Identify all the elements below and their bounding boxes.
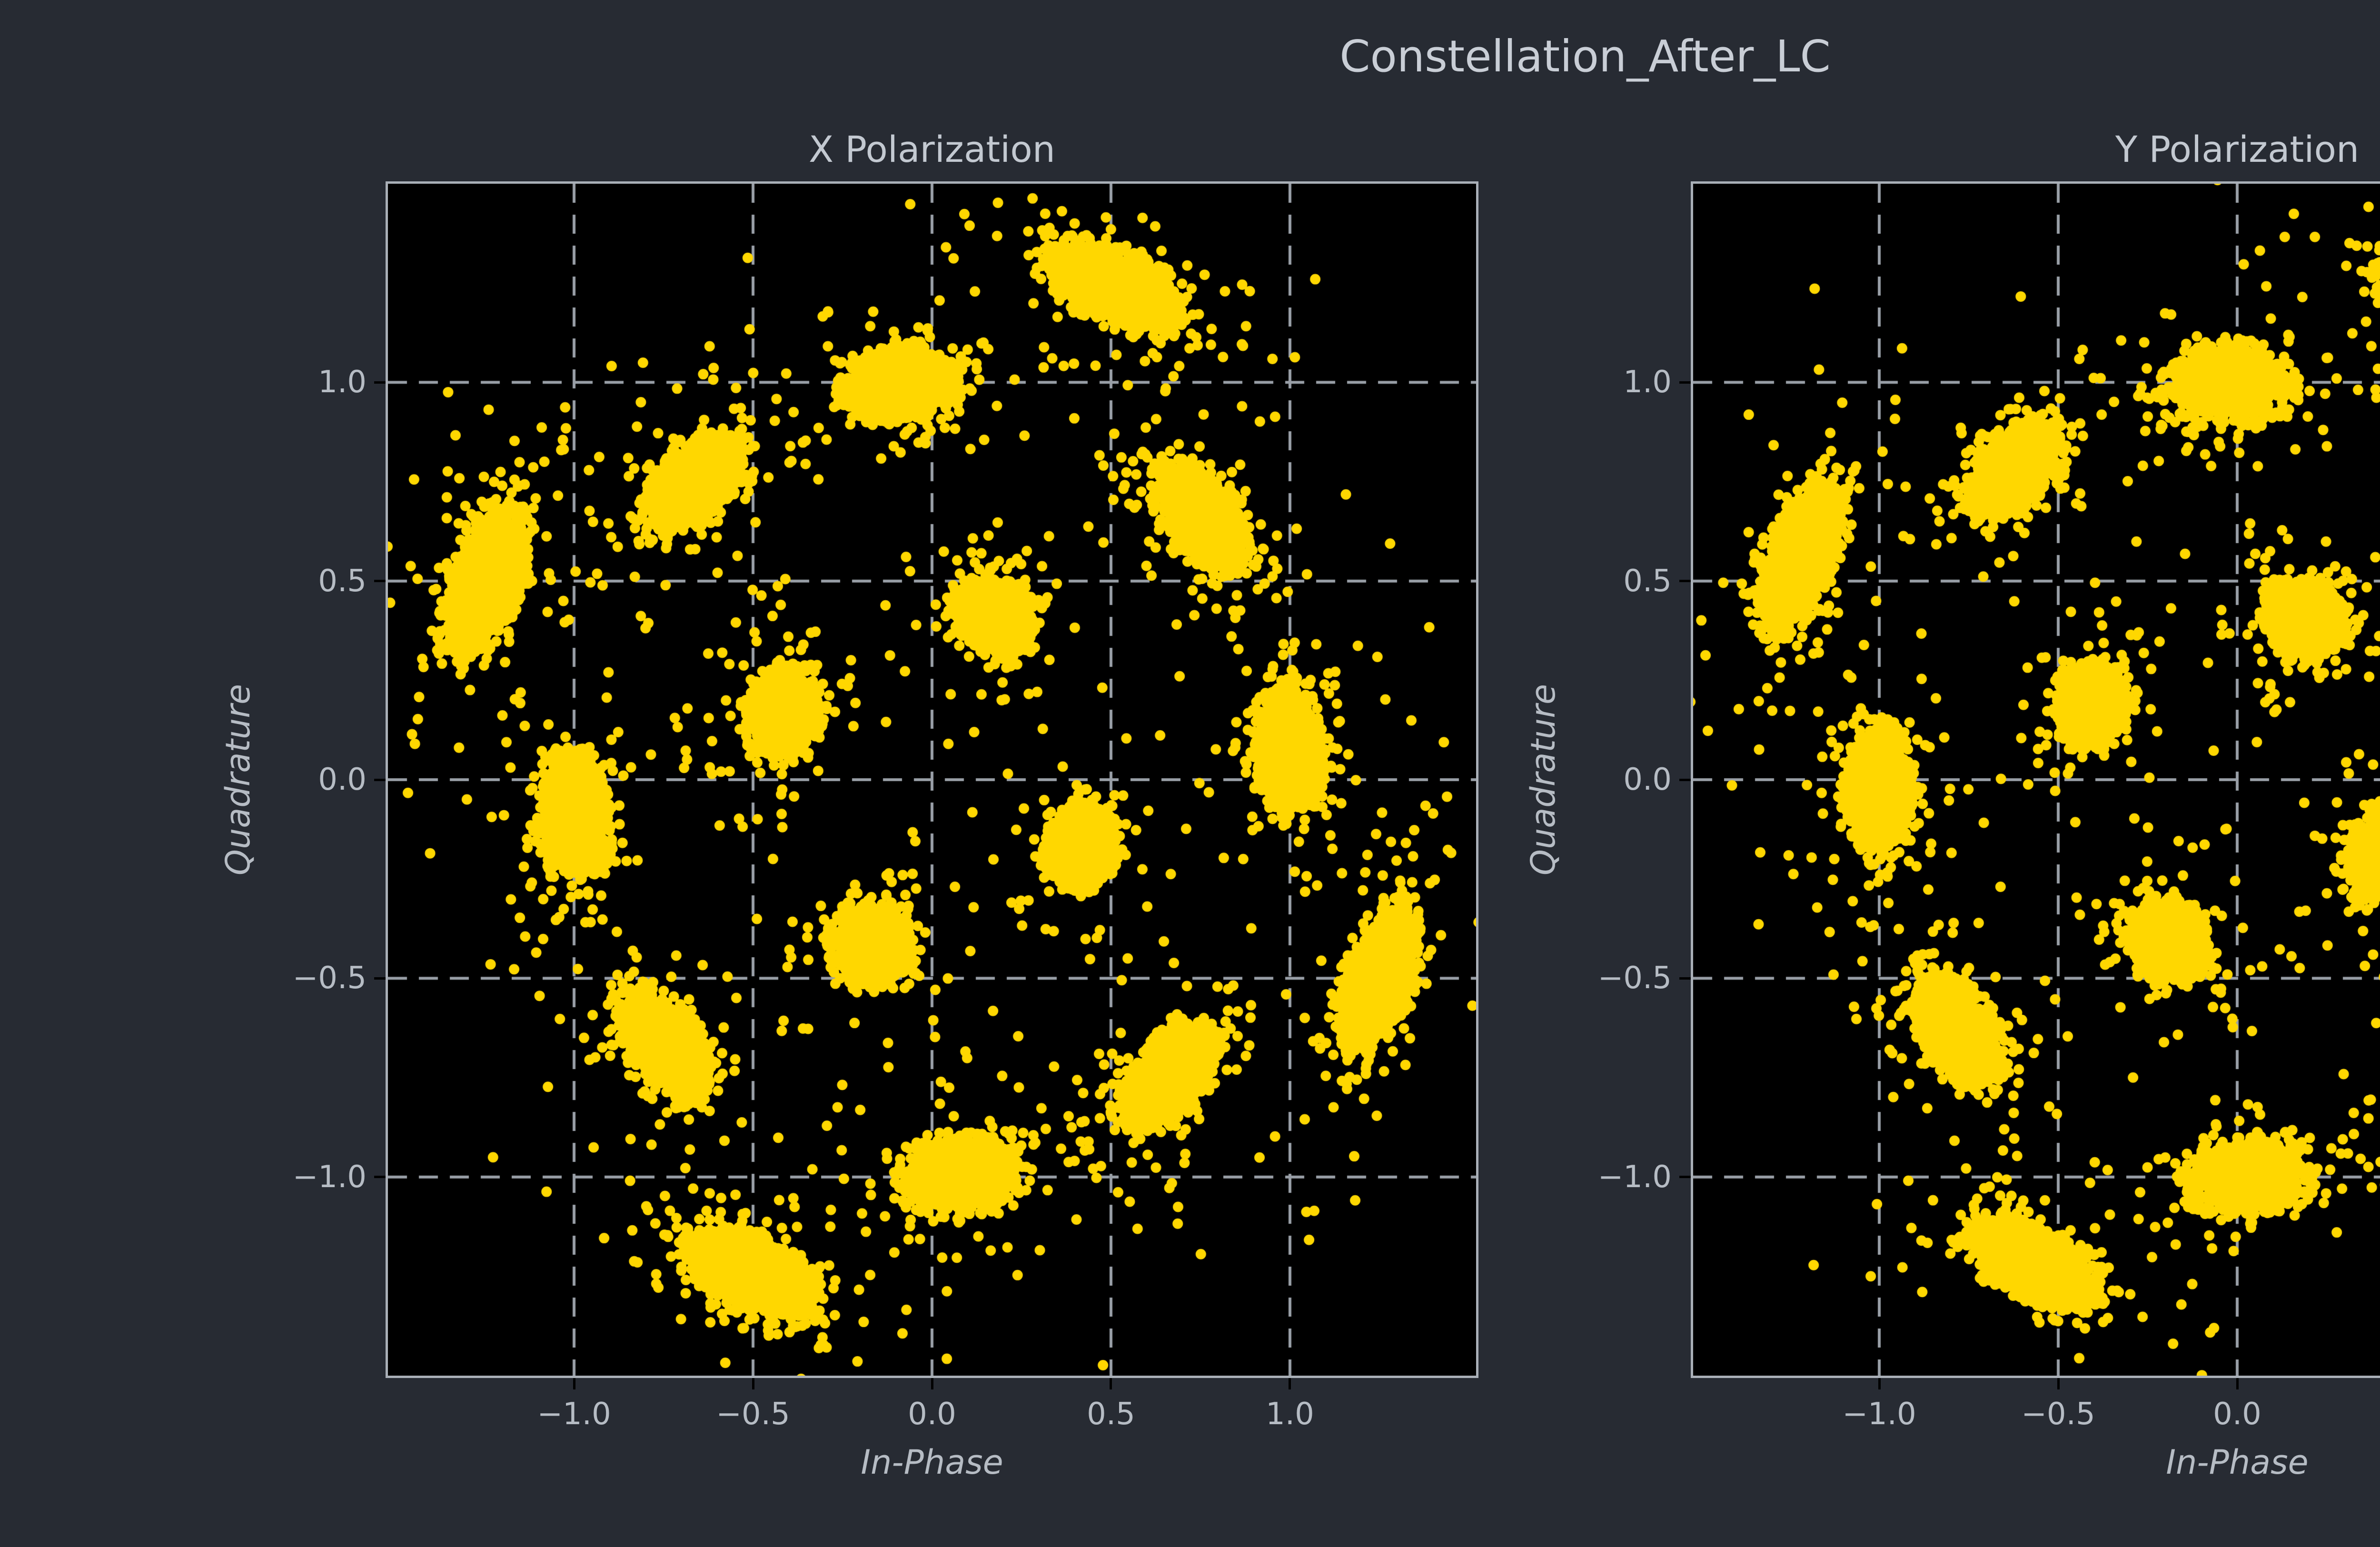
y-tick-label: 0.0 (318, 762, 367, 797)
y-tick-mark (374, 977, 386, 980)
y-tick-mark (374, 778, 386, 781)
y-axis-label: Quadrature (1524, 684, 1563, 876)
y-tick-mark (374, 580, 386, 583)
subplot-x-polarization: X Polarization −1.0 −0.5 0.0 0.5 1.0 −1.0 −0.5… (218, 129, 1478, 1482)
x-tick-mark (1289, 1378, 1291, 1389)
x-tick-mark (1878, 1378, 1881, 1389)
y-polarization-scatter-canvas (1693, 184, 2380, 1376)
x-tick-label: 0.5 (1087, 1397, 1135, 1432)
y-subplot-title: Y Polarization (2115, 128, 2360, 170)
y-tick-mark (374, 1176, 386, 1179)
x-tick-label: 1.0 (1266, 1397, 1314, 1432)
x-tick-label: −1.0 (537, 1397, 611, 1432)
x-axis-label: In-Phase (2166, 1443, 2309, 1482)
y-tick-mark (1679, 1176, 1691, 1179)
x-tick-label: −0.5 (2021, 1397, 2095, 1432)
subplot-y-polarization: Y Polarization −1.0 −0.5 0.0 0.5 1.0 −1.0 −0.5… (1524, 129, 2380, 1482)
y-tick-label: 0.5 (318, 563, 367, 599)
y-tick-mark (1679, 381, 1691, 384)
y-tick-label: −0.5 (292, 961, 367, 996)
y-tick-mark (1679, 778, 1691, 781)
y-tick-label: 0.5 (1623, 563, 1672, 599)
y-tick-label: −0.5 (1597, 961, 1672, 996)
x-tick-mark (931, 1378, 933, 1389)
y-tick-mark (1679, 580, 1691, 583)
y-subplot-tick-layer: −1.0−0.50.00.51.0−1.0−0.50.00.51.0 (1598, 184, 2380, 1432)
y-tick-label: −1.0 (1597, 1159, 1672, 1195)
x-tick-mark (752, 1378, 754, 1389)
y-tick-label: 0.0 (1623, 762, 1672, 797)
x-tick-label: 0.0 (2213, 1397, 2261, 1432)
x-subplot-tick-layer: −1.0 −0.5 0.0 0.5 1.0 −1.0 −0.5 0.0 0.5 1.0 (293, 184, 1476, 1432)
figure-title: Constellation_After_LC (1339, 31, 1831, 82)
x-tick-mark (2057, 1378, 2060, 1389)
x-axis-label: In-Phase (861, 1443, 1003, 1482)
y-tick-mark (374, 381, 386, 384)
x-polarization-scatter-canvas (388, 184, 1476, 1376)
x-tick-mark (573, 1378, 575, 1389)
y-tick-mark (1679, 977, 1691, 980)
x-tick-label: −1.0 (1842, 1397, 1916, 1432)
x-tick-label: 0.5 (2340, 1393, 2380, 1436)
y-tick-label: −1.0 (292, 1159, 367, 1195)
x-subplot-title: X Polarization (809, 128, 1055, 170)
y-tick-label: 1.0 (318, 365, 367, 400)
x-tick-label: 0.0 (908, 1397, 956, 1432)
x-tick-label: −0.5 (716, 1397, 790, 1432)
y-tick-label: 1.0 (1623, 365, 1672, 400)
x-tick-mark (1110, 1378, 1112, 1389)
y-axis-label: Quadrature (218, 684, 258, 876)
x-tick-mark (2236, 1378, 2239, 1389)
